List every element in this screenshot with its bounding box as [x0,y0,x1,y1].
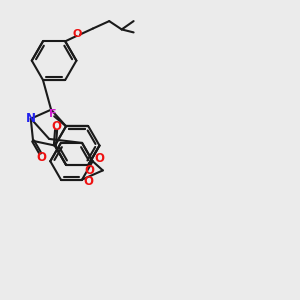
Text: F: F [49,109,56,119]
Text: O: O [84,175,94,188]
Text: N: N [26,112,36,125]
Text: O: O [51,120,62,133]
Text: O: O [72,29,82,40]
Text: O: O [84,164,94,177]
Text: O: O [94,152,104,165]
Text: O: O [37,151,47,164]
